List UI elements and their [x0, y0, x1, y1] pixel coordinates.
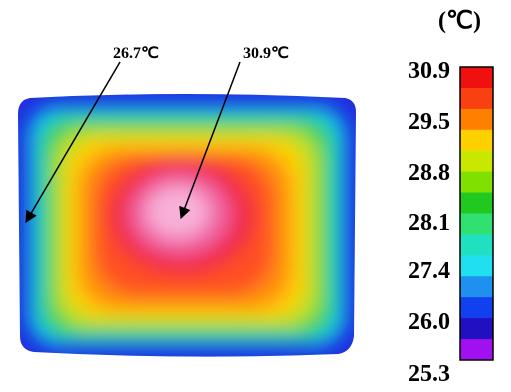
color-swatch: [460, 276, 493, 297]
color-swatch: [460, 109, 493, 130]
scale-label: 28.1: [408, 210, 450, 236]
color-swatch: [460, 214, 493, 235]
color-swatch: [460, 88, 493, 109]
color-swatch: [460, 67, 493, 88]
thermal-image: [0, 80, 370, 370]
color-scale: [460, 67, 493, 361]
scale-labels: 30.9 29.5 28.8 28.1 27.4 26.0 25.3: [408, 58, 450, 387]
color-swatch: [460, 318, 493, 339]
thermal-zone: [146, 186, 210, 238]
scale-label: 27.4: [408, 258, 450, 284]
color-swatch: [460, 172, 493, 193]
scale-label: 25.3: [408, 361, 450, 387]
scale-label: 26.0: [408, 309, 450, 335]
unit-label: (℃): [438, 8, 481, 34]
color-swatch: [460, 130, 493, 151]
color-swatch: [460, 297, 493, 318]
annotation-label: 30.9℃: [243, 45, 289, 62]
scale-label: 28.8: [408, 160, 450, 186]
color-swatch: [460, 193, 493, 214]
scale-label: 29.5: [408, 109, 450, 135]
annotation-label: 26.7℃: [113, 45, 159, 62]
color-swatch: [460, 234, 493, 255]
thermal-figure: 26.7℃ 30.9℃ (℃) 30.9 29.5 28.8 28.1 27.4 26.0…: [0, 0, 511, 392]
scale-label: 30.9: [408, 58, 450, 84]
color-swatch: [460, 255, 493, 276]
color-swatch: [460, 151, 493, 172]
color-swatch: [460, 339, 493, 360]
page: 26.7℃ 30.9℃ (℃) 30.9 29.5 28.8 28.1 27.4 26.0…: [0, 0, 511, 392]
